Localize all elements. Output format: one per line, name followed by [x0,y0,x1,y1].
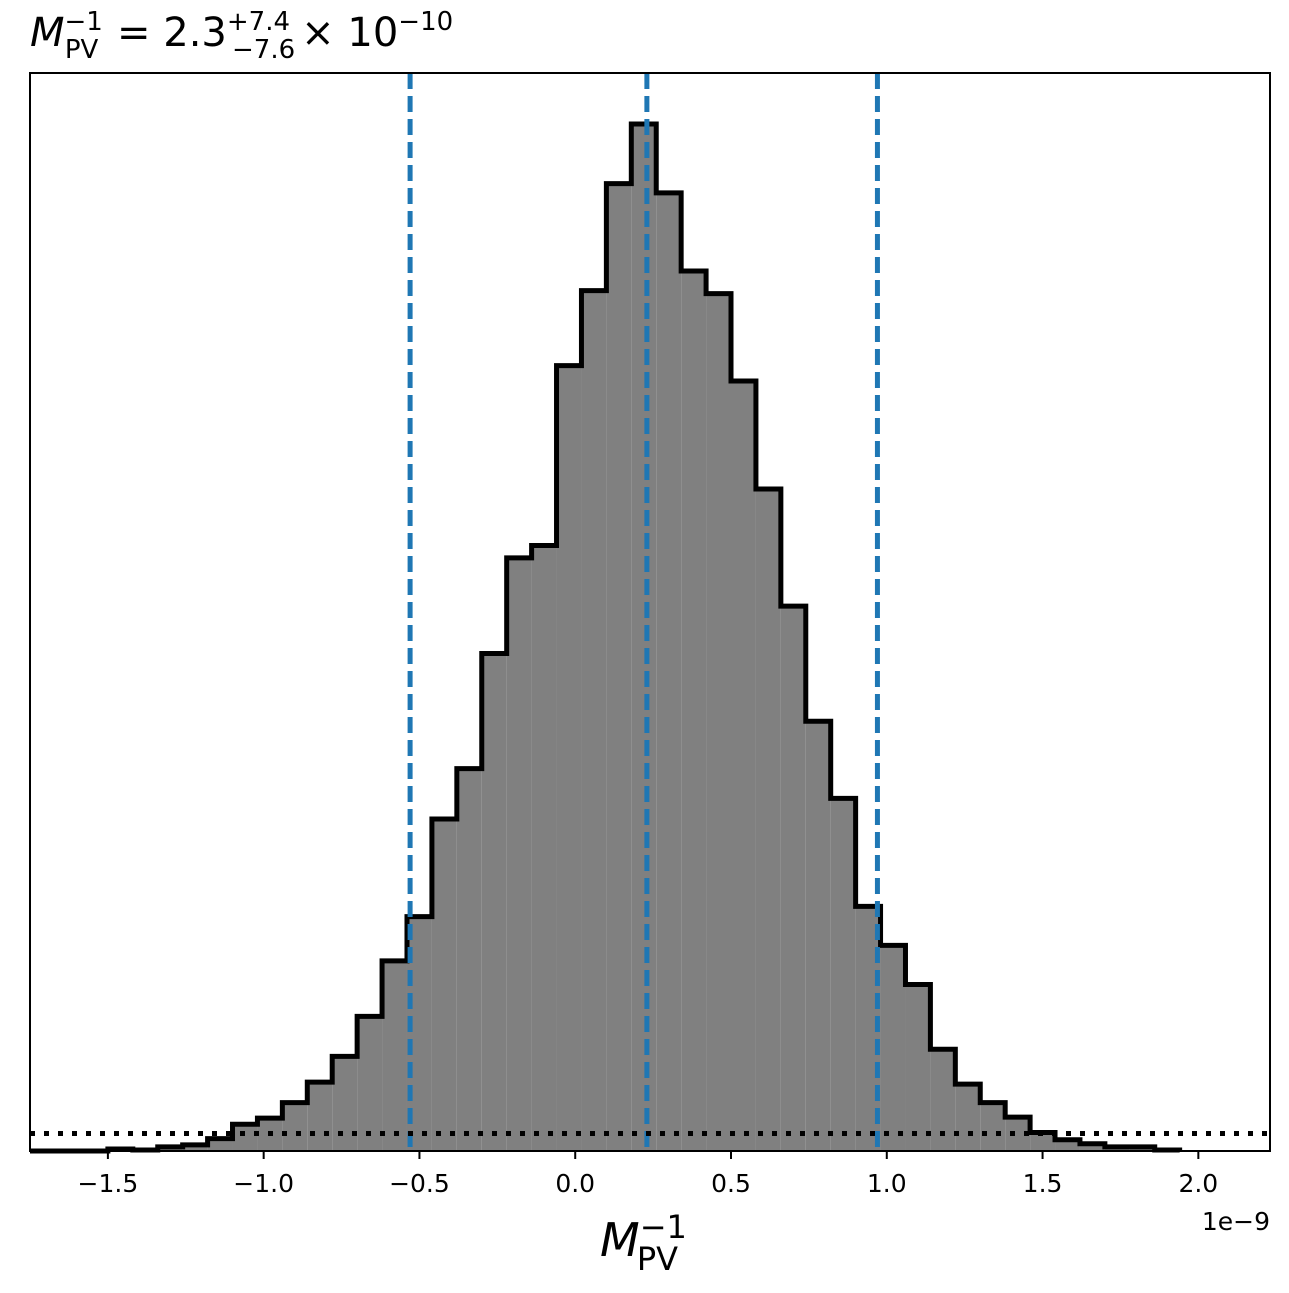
histogram-bar [656,192,682,1152]
histogram-bar [182,1144,208,1151]
histogram-bar [506,557,532,1151]
histogram-bar [556,365,582,1151]
histogram-bar [481,653,507,1151]
title-value: = 2.3 [104,10,227,56]
histogram-bar [357,1016,383,1151]
histogram-bar [631,124,657,1152]
x-offset-label: 1e−9 [1202,1207,1270,1236]
histogram-bar [805,721,831,1151]
histogram-bar [830,798,856,1151]
histogram-bar [307,1082,333,1151]
x-axis: −1.5 −1.0 −0.5 0.0 0.5 1.0 1.5 2.0 [78,1151,1218,1198]
histogram-bar [431,818,457,1151]
histogram-bar [731,381,756,1151]
title-error-minus: −7.6 [232,35,295,65]
title-superscript: −1 [65,7,103,37]
histogram-outline [30,121,1183,1154]
plot-area [30,121,1183,1154]
histogram-bar [581,290,607,1152]
histogram-bar [905,984,931,1151]
reference-lines [30,73,1270,1151]
histogram-bar [955,1084,981,1151]
histogram-bar [606,183,632,1152]
histogram-bar [456,768,482,1151]
histogram-bar [332,1056,358,1151]
title-exponent: −10 [398,7,453,37]
x-tick-label: −1.5 [78,1169,139,1198]
plot-frame [29,72,1271,1152]
x-tick-label: −1.0 [233,1169,294,1198]
histogram-bar [980,1102,1006,1151]
histogram-bar [207,1138,233,1151]
title-multiplier: × 10 [301,10,398,56]
chart-title: M−1 PV = 2.3+7.4 −7.6 × 10−10 [30,7,453,65]
x-tick-label: 0.5 [711,1169,751,1198]
histogram-bar [382,960,407,1151]
histogram-bar [681,271,707,1152]
histogram-bar [780,606,806,1151]
histogram-bar [706,293,732,1151]
histogram-bar [282,1102,308,1151]
xlabel-subscript: PV [637,1240,678,1278]
x-tick-label: 2.0 [1178,1169,1218,1198]
xlabel-symbol: M [600,1213,640,1267]
title-symbol: M [30,10,65,56]
title-subscript: PV [65,35,99,65]
x-axis-label: M−1 PV [600,1208,687,1278]
x-tick-label: 1.5 [1023,1169,1063,1198]
title-error-plus: +7.4 [227,7,290,37]
histogram-bar [1079,1143,1105,1151]
histogram-bar [1055,1139,1080,1151]
x-tick-label: 0.0 [555,1169,595,1198]
histogram-bar [755,488,781,1151]
histogram-bar [1030,1132,1056,1151]
histogram-bar [531,545,557,1151]
x-tick-label: −0.5 [389,1169,450,1198]
xlabel-superscript: −1 [640,1208,687,1246]
x-tick-label: 1.0 [867,1169,907,1198]
histogram-bar [880,945,906,1151]
histogram-bar [232,1124,258,1151]
